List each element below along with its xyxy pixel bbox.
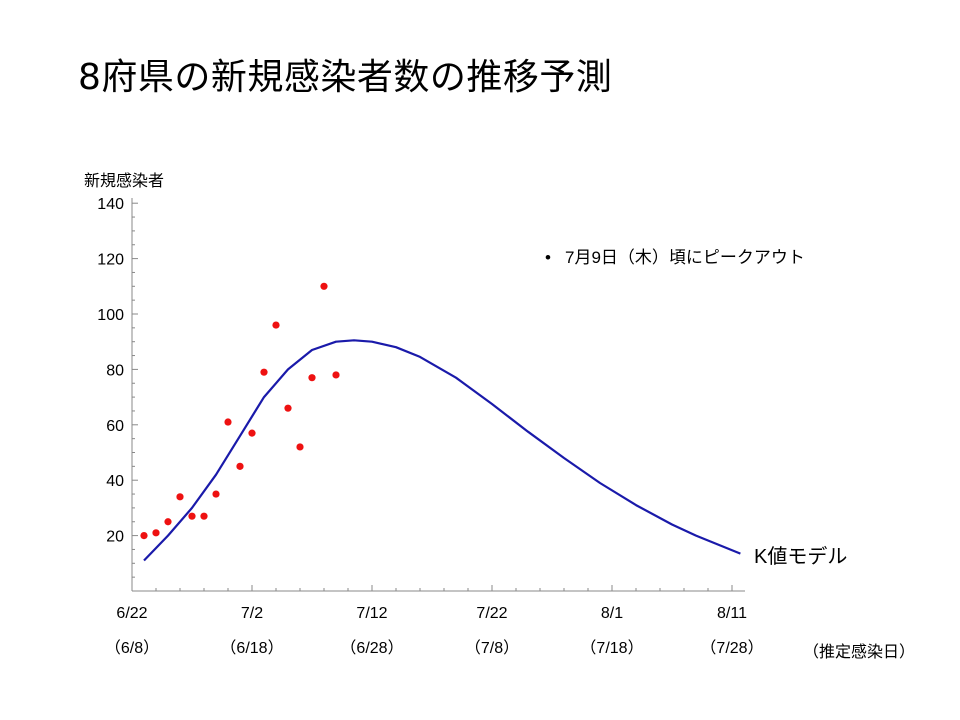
x-tick-label: 8/11 bbox=[717, 605, 747, 622]
data-point bbox=[308, 374, 316, 382]
data-point bbox=[284, 404, 292, 412]
page-title: 8府県の新規感染者数の推移予測 bbox=[78, 57, 613, 98]
data-point bbox=[212, 490, 220, 498]
x-tick-sublabel: （7/18） bbox=[580, 639, 643, 657]
data-point bbox=[188, 512, 196, 520]
data-point bbox=[260, 368, 268, 376]
data-point bbox=[224, 418, 232, 426]
x-tick-label: 7/2 bbox=[241, 605, 263, 622]
y-tick-label: 80 bbox=[106, 362, 124, 379]
y-tick-label: 40 bbox=[106, 473, 124, 490]
x-tick-label: 7/12 bbox=[356, 605, 387, 622]
y-tick-label: 100 bbox=[97, 307, 124, 324]
x-tick-label: 8/1 bbox=[601, 605, 623, 622]
data-point bbox=[200, 512, 208, 520]
secondary-x-axis-label: （推定感染日） bbox=[803, 642, 916, 661]
x-tick-label: 7/22 bbox=[476, 605, 507, 622]
x-tick-sublabel: （7/28） bbox=[700, 639, 763, 657]
points-layer bbox=[140, 282, 340, 540]
x-tick-sublabel: （6/28） bbox=[340, 639, 403, 657]
curve-layer bbox=[143, 339, 741, 562]
y-axis-label: 新規感染者 bbox=[84, 171, 165, 190]
peak-annotation-text: 7月9日（木）頃にピークアウト bbox=[565, 248, 805, 267]
x-tick-sublabel: （7/8） bbox=[465, 639, 519, 657]
model-legend-label: K値モデル bbox=[754, 546, 848, 568]
data-point bbox=[320, 282, 328, 290]
y-tick-label: 20 bbox=[106, 529, 124, 546]
data-point bbox=[164, 518, 172, 526]
data-point bbox=[176, 493, 184, 501]
model-curve bbox=[143, 339, 741, 562]
y-tick-label: 60 bbox=[106, 418, 124, 435]
data-point bbox=[248, 429, 256, 437]
data-point bbox=[272, 321, 280, 329]
tick-labels: 20 40 60 80 100 120 140 6/22 （6/8） 7/2 （6/18） 7/12 （… bbox=[97, 196, 763, 657]
y-tick-label: 120 bbox=[97, 252, 124, 269]
x-tick-label: 6/22 bbox=[116, 605, 147, 622]
x-tick-sublabel: （6/18） bbox=[220, 639, 283, 657]
x-tick-sublabel: （6/8） bbox=[105, 639, 159, 657]
data-point bbox=[296, 443, 304, 451]
data-point bbox=[332, 371, 340, 379]
data-point bbox=[140, 532, 148, 540]
bullet-icon: • bbox=[545, 248, 551, 267]
data-point bbox=[152, 529, 160, 537]
data-point bbox=[236, 462, 244, 470]
chart-axes bbox=[131, 198, 745, 592]
peak-annotation: • 7月9日（木）頃にピークアウト bbox=[545, 243, 805, 268]
y-tick-label: 140 bbox=[97, 196, 124, 213]
